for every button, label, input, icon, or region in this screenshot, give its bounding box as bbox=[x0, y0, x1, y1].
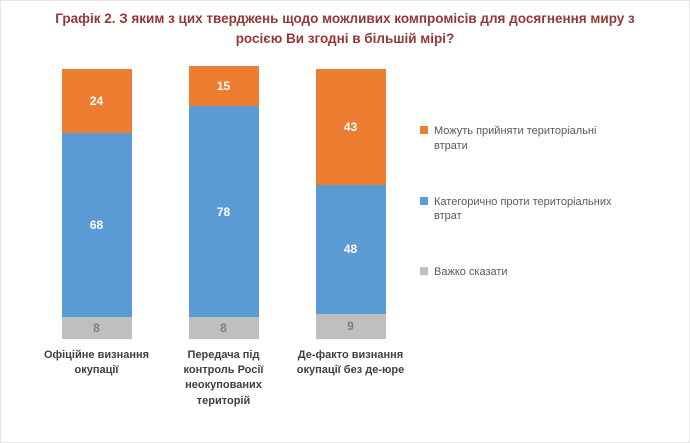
legend-item: Категорично проти територіальних втрат bbox=[420, 195, 670, 224]
legend-item: Можуть прийняти територіальні втрати bbox=[420, 124, 670, 153]
chart-body: 24 68 8 Офіційне визнання окупації 15 78 8 Пере… bbox=[1, 65, 689, 410]
legend-item: Важко сказати bbox=[420, 265, 670, 279]
legend-swatch bbox=[420, 267, 428, 276]
legend-label: Категорично проти територіальних втрат bbox=[434, 195, 612, 223]
category-label: Офіційне визнання окупації bbox=[43, 348, 150, 376]
bar-segment: 48 bbox=[315, 184, 386, 315]
bar-segment: 8 bbox=[188, 316, 259, 339]
bar-segment: 43 bbox=[315, 68, 386, 185]
bar-value-label: 8 bbox=[220, 320, 227, 335]
legend-label: Можуть прийняти територіальні втрати bbox=[434, 125, 597, 152]
bar-column: 43 48 9 Де-факто визнання окупації без де-ю… bbox=[287, 66, 414, 410]
legend: Можуть прийняти територіальні втрати Кате… bbox=[420, 66, 670, 339]
bar-column: 24 68 8 Офіційне визнання окупації bbox=[33, 66, 160, 410]
bar-value-label: 15 bbox=[216, 79, 231, 94]
legend-swatch bbox=[420, 126, 428, 135]
chart-title: Графік 2. З яким з цих тверджень щодо мо… bbox=[55, 11, 635, 47]
bar-segment: 8 bbox=[61, 316, 132, 339]
category-label: Де-факто визнання окупації без де-юре bbox=[296, 348, 405, 376]
stacked-bar: 15 78 8 bbox=[188, 65, 259, 339]
bar-value-label: 48 bbox=[343, 242, 358, 257]
category-label: Передача під контроль Росії неокупованих… bbox=[183, 348, 264, 407]
bar-segment: 9 bbox=[315, 314, 386, 339]
stacked-bar: 24 68 8 bbox=[61, 66, 132, 339]
legend-label: Важко сказати bbox=[434, 266, 508, 279]
bar-column: 15 78 8 Передача під контроль Росії неокупо… bbox=[160, 65, 287, 410]
bar-value-label: 8 bbox=[93, 320, 100, 335]
stacked-bar: 43 48 9 bbox=[315, 66, 386, 339]
bars-area: 24 68 8 Офіційне визнання окупації 15 78 8 Пере… bbox=[33, 65, 414, 410]
bar-value-label: 78 bbox=[216, 204, 231, 219]
bar-value-label: 43 bbox=[343, 119, 358, 134]
bar-value-label: 24 bbox=[89, 93, 104, 108]
bar-segment: 78 bbox=[188, 106, 259, 317]
bar-segment: 24 bbox=[61, 68, 132, 134]
bar-value-label: 9 bbox=[347, 319, 354, 334]
legend-swatch bbox=[420, 196, 428, 205]
bar-segment: 15 bbox=[188, 65, 259, 107]
bar-segment: 68 bbox=[61, 133, 132, 317]
bar-value-label: 68 bbox=[89, 218, 104, 233]
